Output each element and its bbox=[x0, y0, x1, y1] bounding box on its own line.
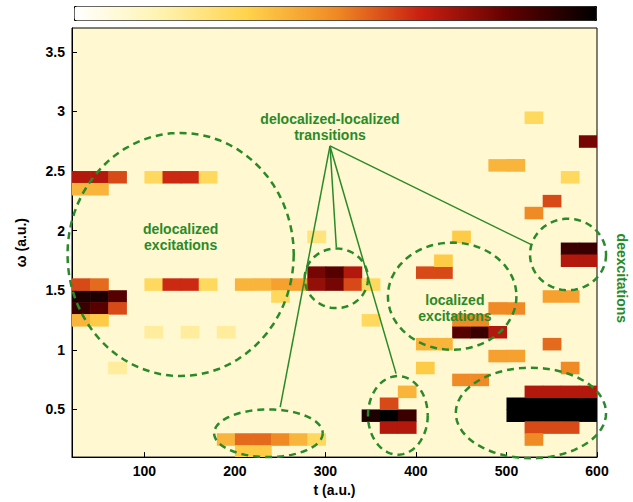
svg-text:excitations: excitations bbox=[418, 308, 491, 324]
svg-text:100: 100 bbox=[133, 463, 157, 479]
svg-text:delocalized-localized: delocalized-localized bbox=[260, 111, 399, 127]
svg-text:500: 500 bbox=[495, 463, 519, 479]
svg-text:400: 400 bbox=[404, 463, 428, 479]
svg-text:t (a.u.): t (a.u.) bbox=[314, 482, 356, 498]
svg-text:delocalized: delocalized bbox=[143, 221, 218, 237]
svg-text:1.5: 1.5 bbox=[46, 282, 66, 298]
svg-text:deexcitations: deexcitations bbox=[614, 234, 630, 324]
svg-text:600: 600 bbox=[585, 463, 609, 479]
svg-text:localized: localized bbox=[425, 292, 484, 308]
svg-text:ω (a.u.): ω (a.u.) bbox=[13, 218, 29, 267]
svg-text:300: 300 bbox=[314, 463, 338, 479]
svg-text:0.5: 0.5 bbox=[46, 401, 66, 417]
svg-text:excitations: excitations bbox=[144, 237, 217, 253]
svg-text:3: 3 bbox=[57, 103, 65, 119]
svg-text:1: 1 bbox=[57, 342, 65, 358]
svg-text:2.5: 2.5 bbox=[46, 163, 66, 179]
svg-text:3.5: 3.5 bbox=[46, 44, 66, 60]
svg-text:200: 200 bbox=[223, 463, 247, 479]
svg-text:2: 2 bbox=[57, 223, 65, 239]
svg-text:transitions: transitions bbox=[294, 127, 366, 143]
